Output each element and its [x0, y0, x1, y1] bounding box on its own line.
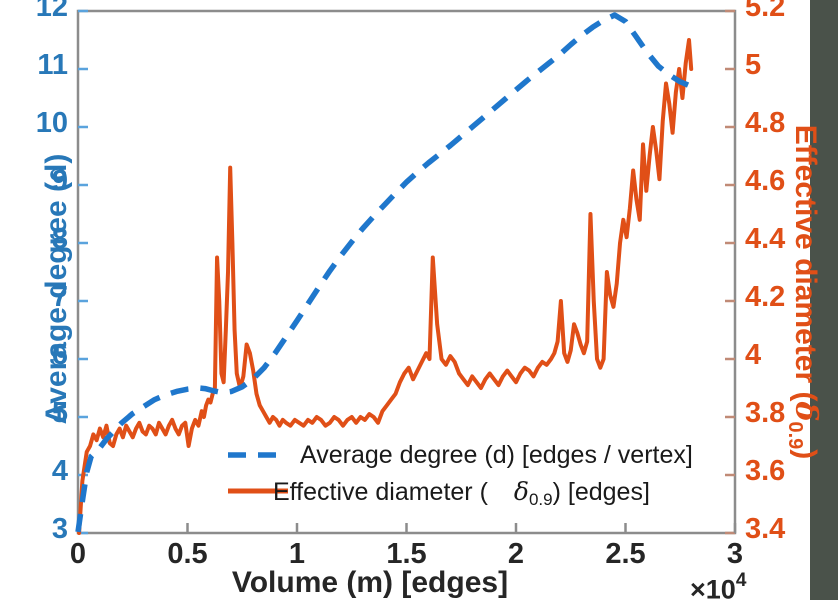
- y-left-tick-7: 7: [51, 281, 68, 313]
- series-average-degree: [75, 12, 693, 533]
- y-right-tick-3.6: 3.6: [745, 455, 786, 487]
- y-left-tick-3: 3: [51, 513, 68, 545]
- y-right-tick-4: 4: [745, 339, 762, 371]
- x-tick-2.5: 2.5: [605, 538, 646, 570]
- y-axis-right-ticks: [725, 9, 735, 535]
- right-edge-strip: [810, 0, 838, 600]
- y-axis-left-ticks: [78, 9, 88, 535]
- y-right-tick-4.8: 4.8: [745, 107, 786, 139]
- y-left-tick-10: 10: [35, 107, 68, 139]
- y-left-tick-4: 4: [51, 455, 68, 487]
- series-effective-diameter: [77, 38, 694, 535]
- y-left-tick-6: 6: [51, 339, 68, 371]
- y-axis-left-title: Average degree (d): [40, 153, 73, 425]
- x-axis-title: Volume (m) [edges]: [231, 566, 509, 599]
- y-axis-right-title-suffix: ): [789, 449, 822, 460]
- legend-delta-symbol: δ: [513, 477, 529, 506]
- x-tick-0: 0: [69, 538, 87, 570]
- legend-delta-subscript: 0.9: [528, 490, 553, 510]
- x-tick-3: 3: [726, 538, 744, 570]
- y-right-tick-4.6: 4.6: [745, 165, 786, 197]
- y-left-tick-12: 12: [35, 0, 68, 23]
- legend-label-effective-diameter-suffix: ) [edges]: [552, 478, 650, 506]
- delta-symbol: δ: [788, 401, 823, 422]
- legend-label-effective-diameter-prefix: Effective diameter (: [273, 478, 488, 506]
- x-tick-1.5: 1.5: [386, 538, 427, 570]
- legend-label-average-degree: Average degree (d) [edges / vertex]: [300, 441, 693, 469]
- y-right-tick-5: 5: [745, 49, 762, 81]
- legend-label-effective-diameter: Effective diameter ( δ0.9) [edges]: [273, 477, 650, 510]
- y-left-tick-8: 8: [51, 223, 68, 255]
- x-tick-2: 2: [507, 538, 525, 570]
- x-tick-1: 1: [288, 538, 306, 570]
- y-left-tick-9: 9: [51, 165, 68, 197]
- y-axis-right-title: Effective diameter (δ0.9): [783, 112, 823, 472]
- y-right-tick-3.4: 3.4: [745, 513, 786, 545]
- y-right-tick-4.4: 4.4: [745, 223, 786, 255]
- y-right-tick-5.2: 5.2: [745, 0, 786, 23]
- x-axis-exponent-multiplier: ×104: [690, 570, 746, 605]
- delta-subscript: 0.9: [784, 421, 806, 450]
- y-right-tick-4.2: 4.2: [745, 281, 786, 313]
- x-exponent-base: ×10: [690, 574, 736, 605]
- y-right-tick-3.8: 3.8: [745, 397, 786, 429]
- y-axis-right-title-prefix: Effective diameter (: [789, 124, 822, 402]
- x-tick-0.5: 0.5: [167, 538, 208, 570]
- y-left-tick-5: 5: [51, 397, 68, 429]
- y-left-tick-11: 11: [37, 49, 68, 81]
- x-exponent-power: 4: [735, 570, 747, 591]
